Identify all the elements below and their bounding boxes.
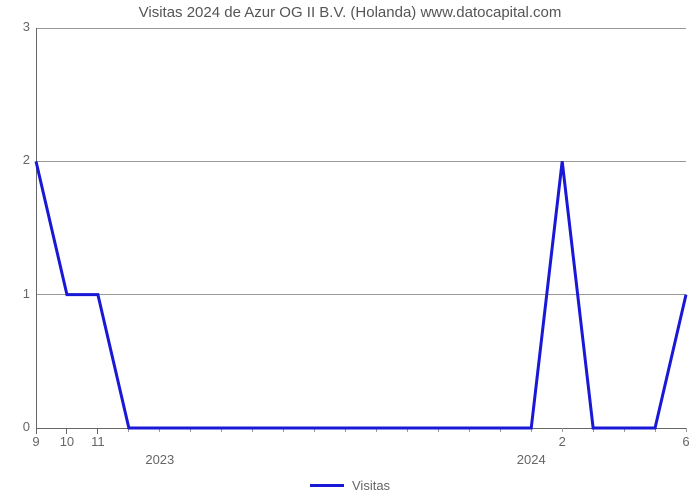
chart-container: Visitas 2024 de Azur OG II B.V. (Holanda… bbox=[0, 0, 700, 500]
data-line bbox=[0, 0, 700, 500]
